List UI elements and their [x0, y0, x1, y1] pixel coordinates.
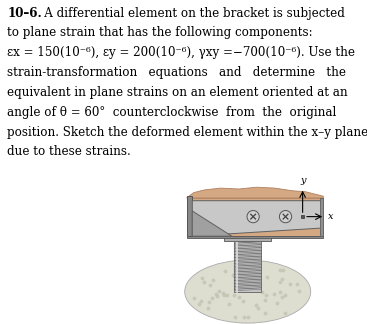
Text: A differential element on the bracket is subjected: A differential element on the bracket is… — [33, 7, 345, 20]
Polygon shape — [192, 211, 232, 236]
Text: angle of θ = 60°  counterclockwise  from  the  original: angle of θ = 60° counterclockwise from t… — [7, 106, 337, 119]
Text: y: y — [300, 176, 305, 185]
Text: equivalent in plane strains on an element oriented at an: equivalent in plane strains on an elemen… — [7, 86, 348, 99]
Text: εx = 150(10⁻⁶), εy = 200(10⁻⁶), γxy =−700(10⁻⁶). Use the: εx = 150(10⁻⁶), εy = 200(10⁻⁶), γxy =−70… — [7, 46, 355, 59]
Bar — [234, 241, 261, 292]
Bar — [186, 196, 192, 236]
Text: to plane strain that has the following components:: to plane strain that has the following c… — [7, 27, 313, 40]
Text: position. Sketch the deformed element within the x–y plane: position. Sketch the deformed element wi… — [7, 126, 367, 139]
Circle shape — [247, 211, 259, 223]
Ellipse shape — [185, 260, 311, 323]
Circle shape — [279, 211, 292, 223]
Bar — [320, 198, 323, 236]
Text: due to these strains.: due to these strains. — [7, 145, 131, 158]
Bar — [186, 198, 323, 236]
Bar — [224, 236, 271, 241]
Text: strain-transformation   equations   and   determine   the: strain-transformation equations and dete… — [7, 66, 346, 79]
Polygon shape — [186, 187, 323, 198]
Bar — [186, 236, 323, 238]
Bar — [301, 215, 304, 218]
Text: 10–6.: 10–6. — [7, 7, 42, 20]
Polygon shape — [192, 201, 321, 236]
Text: x: x — [328, 212, 333, 221]
